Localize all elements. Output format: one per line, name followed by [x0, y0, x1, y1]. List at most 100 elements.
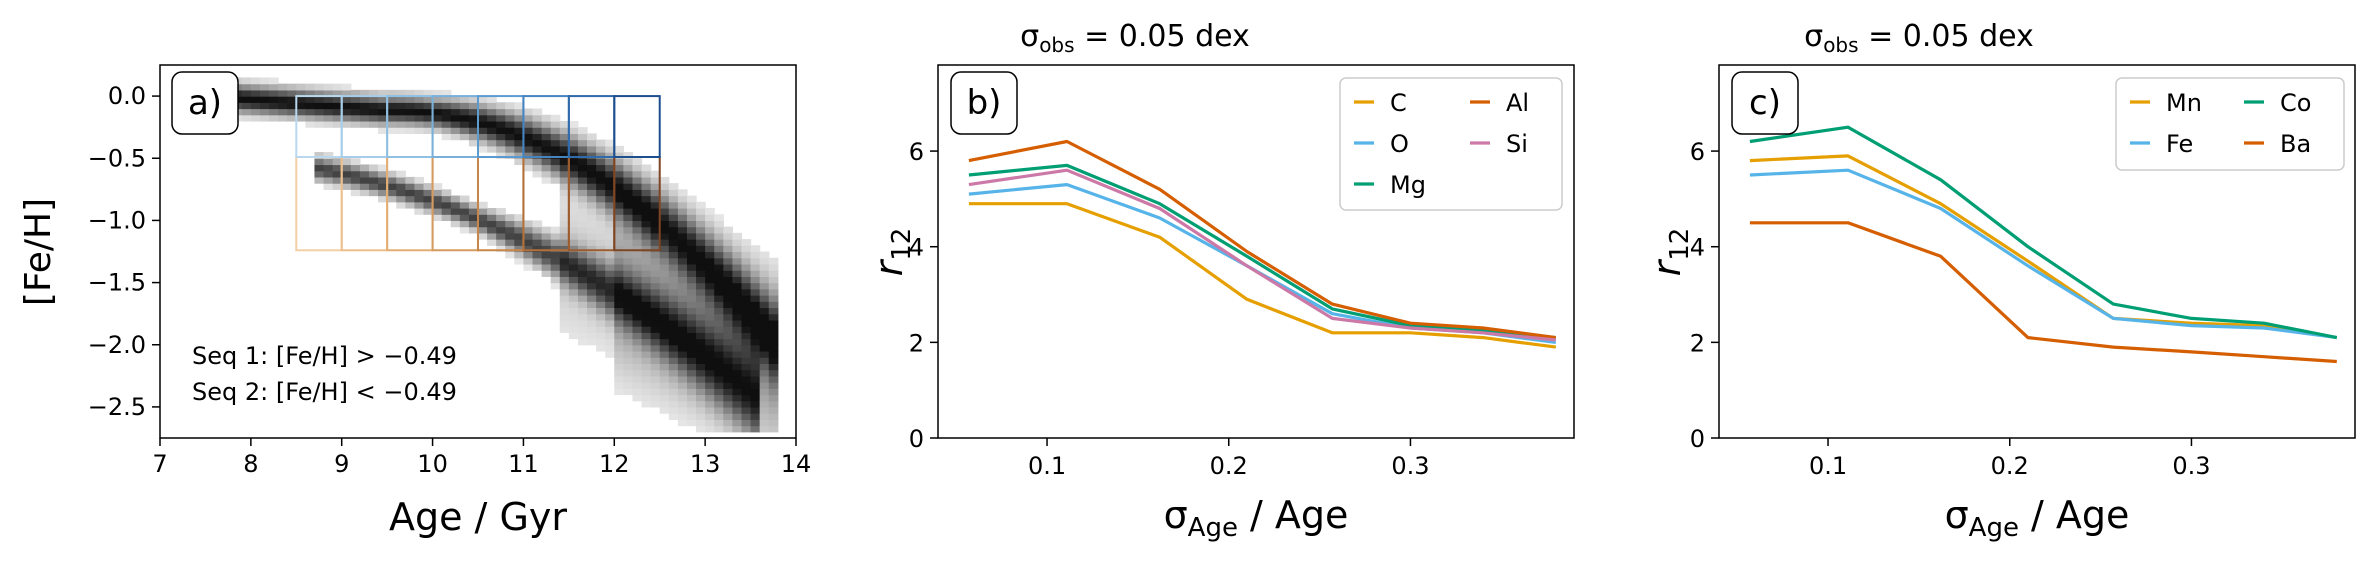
- heatmap-cell: [523, 133, 534, 141]
- heatmap-cell: [587, 288, 597, 296]
- heatmap-cell: [496, 120, 506, 128]
- heatmap-cell: [323, 164, 334, 172]
- legend-label-Co: Co: [2280, 89, 2311, 117]
- heatmap-cell: [659, 326, 670, 333]
- heatmap-cell: [668, 332, 679, 340]
- heatmap-cell: [723, 369, 733, 377]
- heatmap-cell: [587, 133, 597, 141]
- heatmap-cell: [696, 276, 706, 284]
- heatmap-cell: [250, 96, 261, 103]
- x-tick-label-a: 7: [152, 450, 167, 478]
- heatmap-cell: [587, 245, 597, 253]
- heatmap-cell: [487, 96, 497, 103]
- heatmap-cell: [350, 108, 361, 116]
- density-heatmap: [196, 71, 779, 433]
- heatmap-cell: [623, 220, 634, 228]
- heatmap-cell: [659, 388, 670, 396]
- heatmap-cell: [432, 114, 443, 122]
- heatmap-cell: [741, 257, 752, 265]
- heatmap-cell: [577, 263, 588, 271]
- heatmap-cell: [550, 127, 561, 134]
- heatmap-cell: [714, 350, 724, 358]
- heatmap-cell: [705, 363, 715, 371]
- heatmap-cell: [450, 133, 461, 141]
- heatmap-cell: [587, 251, 597, 259]
- heatmap-cell: [750, 301, 761, 309]
- heatmap-cell: [659, 195, 670, 203]
- heatmap-cell: [759, 382, 770, 389]
- heatmap-cell: [496, 207, 506, 215]
- heatmap-cell: [568, 139, 579, 147]
- heatmap-cell: [487, 133, 497, 141]
- heatmap-cell: [259, 114, 270, 122]
- heatmap-cell: [559, 326, 570, 333]
- heatmap-cell: [650, 350, 661, 358]
- panel-label-a-text: a): [188, 83, 222, 123]
- heatmap-cell: [505, 133, 515, 141]
- heatmap-cell: [405, 96, 415, 103]
- heatmap-cell: [732, 313, 743, 321]
- heatmap-cell: [378, 89, 388, 97]
- heatmap-cell: [641, 214, 652, 222]
- heatmap-cell: [705, 214, 715, 222]
- heatmap-cell: [641, 363, 652, 371]
- heatmap-cell: [596, 232, 606, 240]
- heatmap-cell: [350, 176, 361, 184]
- heatmap-cell: [605, 295, 615, 302]
- heatmap-cell: [623, 152, 634, 159]
- heatmap-cell: [523, 226, 534, 234]
- heatmap-cell: [686, 307, 697, 315]
- heatmap-cell: [714, 214, 724, 222]
- heatmap-cell: [341, 176, 352, 184]
- heatmap-cell: [559, 301, 570, 309]
- heatmap-cell: [596, 332, 606, 340]
- heatmap-cell: [696, 375, 706, 383]
- heatmap-cell: [505, 114, 515, 122]
- heatmap-cell: [759, 338, 770, 346]
- heatmap-cell: [759, 301, 770, 309]
- heatmap-cell: [577, 338, 588, 346]
- heatmap-cell: [614, 257, 624, 265]
- heatmap-cell: [559, 120, 570, 128]
- x-tick-label-a: 14: [781, 450, 812, 478]
- heatmap-cell: [305, 89, 316, 97]
- heatmap-cell: [577, 127, 588, 134]
- heatmap-cell: [659, 363, 670, 371]
- heatmap-cell: [468, 207, 479, 215]
- heatmap-cell: [559, 220, 570, 228]
- heatmap-cell: [641, 295, 652, 302]
- heatmap-cell: [641, 338, 652, 346]
- heatmap-cell: [378, 102, 388, 110]
- heatmap-cell: [668, 357, 679, 364]
- heatmap-cell: [623, 201, 634, 209]
- heatmap-cell: [596, 201, 606, 209]
- heatmap-cell: [677, 232, 688, 240]
- heatmap-cell: [741, 307, 752, 315]
- heatmap-cell: [750, 288, 761, 296]
- heatmap-cell: [405, 189, 415, 197]
- heatmap-cell: [677, 263, 688, 271]
- heatmap-cell: [414, 195, 425, 203]
- x-tick-label: 0.1: [1809, 452, 1847, 480]
- heatmap-cell: [714, 220, 724, 228]
- heatmap-cell: [396, 96, 406, 103]
- heatmap-cell: [632, 375, 643, 383]
- heatmap-cell: [759, 350, 770, 358]
- heatmap-cell: [450, 127, 461, 134]
- heatmap-cell: [514, 114, 525, 122]
- heatmap-cell: [587, 295, 597, 302]
- heatmap-cell: [750, 257, 761, 265]
- heatmap-cell: [623, 326, 634, 333]
- heatmap-cell: [314, 89, 325, 97]
- heatmap-cell: [505, 214, 515, 222]
- heatmap-cell: [396, 201, 406, 209]
- heatmap-cell: [759, 419, 770, 427]
- heatmap-cell: [414, 127, 425, 134]
- heatmap-cell: [614, 183, 624, 190]
- heatmap-cell: [650, 363, 661, 371]
- heatmap-cell: [414, 176, 425, 184]
- heatmap-cell: [396, 170, 406, 178]
- heatmap-cell: [723, 326, 733, 333]
- heatmap-cell: [732, 332, 743, 340]
- heatmap-cell: [577, 164, 588, 172]
